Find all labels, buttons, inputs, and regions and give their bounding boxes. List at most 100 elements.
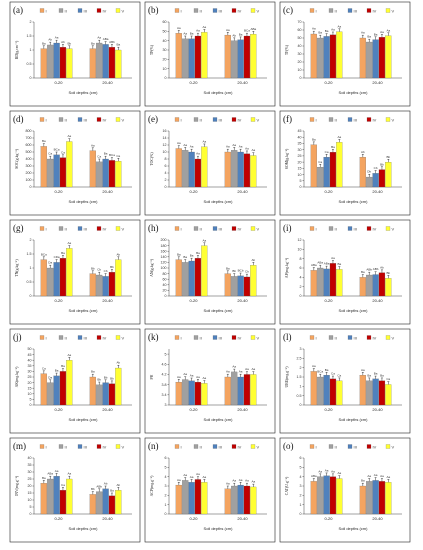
- x-axis-title: Soil depths (cm): [69, 417, 99, 422]
- x-axis-title: Soil depths (cm): [339, 199, 369, 204]
- significance-letter: Aa: [190, 374, 194, 378]
- legend-swatch: [58, 117, 64, 122]
- significance-letter: Aa: [202, 238, 206, 242]
- legend-label: III: [84, 118, 87, 123]
- chart-panel: (g) I II III IV V00.511.52TN(g.kg⁻¹)BCaDaCDaB…: [9, 219, 141, 325]
- significance-letter: BCa: [109, 153, 115, 157]
- legend-label: III: [354, 118, 357, 123]
- y-tick-label: 3.8: [162, 383, 167, 387]
- legend-swatch: [212, 8, 218, 13]
- significance-letter: BCa: [41, 252, 47, 256]
- legend-swatch: [115, 335, 121, 340]
- significance-letter: Ba: [42, 139, 46, 143]
- bar: [201, 245, 208, 297]
- bar: [59, 490, 67, 515]
- significance-letter: Ca: [42, 366, 46, 370]
- legend-swatch: [231, 226, 237, 231]
- significance-letter: Aa: [251, 480, 255, 484]
- legend-label: IV: [373, 118, 377, 123]
- significance-letter: Aa: [177, 375, 181, 379]
- bar: [317, 376, 324, 406]
- y-tick-label: 0: [300, 403, 302, 407]
- x-group-label: 0-20: [54, 407, 63, 412]
- legend-swatch: [39, 444, 45, 449]
- significance-letter: Aa: [318, 469, 322, 473]
- y-tick-label: 30: [298, 52, 302, 56]
- y-tick-label: 12: [163, 143, 167, 147]
- bar: [231, 485, 238, 515]
- y-axis-title: ACP(mg.g⁻¹): [150, 475, 154, 496]
- significance-letter: ABb: [96, 484, 102, 488]
- legend-label: I: [181, 336, 182, 341]
- legend-swatch: [328, 117, 334, 122]
- significance-letter: Ba: [61, 251, 65, 255]
- bar: [372, 173, 379, 188]
- legend-label: I: [181, 118, 182, 123]
- significance-letter: Aa: [202, 475, 206, 479]
- chart-panel: (d) I II III IV V0100200300400500600700800SOC…: [9, 110, 141, 216]
- significance-letter: Ca: [116, 154, 120, 158]
- bar: [175, 484, 182, 515]
- y-tick-label: 100: [26, 178, 32, 182]
- legend-swatch: [328, 8, 334, 13]
- y-tick-label: 15: [28, 386, 32, 390]
- significance-letter: Ba: [190, 32, 194, 36]
- bar: [53, 42, 60, 79]
- bar: [378, 380, 386, 406]
- y-tick-label: 50: [298, 36, 302, 40]
- significance-letter: Ab: [104, 482, 108, 486]
- significance-letter: Aa: [239, 478, 243, 482]
- significance-letter: Aa: [226, 482, 230, 486]
- panel-tag: (n): [148, 441, 159, 451]
- x-group-label: 20-40: [372, 298, 383, 303]
- y-tick-label: 0: [300, 512, 302, 516]
- legend-label: IV: [373, 9, 377, 14]
- significance-letter: ABb: [373, 267, 379, 271]
- significance-letter: Da: [48, 261, 52, 265]
- legend-swatch: [58, 335, 64, 340]
- y-tick-label: 2: [165, 494, 167, 498]
- legend-label: II: [200, 336, 202, 341]
- significance-letter: Aa: [312, 364, 316, 368]
- y-tick-label: 5: [30, 505, 32, 509]
- legend-label: IV: [238, 118, 242, 123]
- y-tick-label: 8: [300, 257, 302, 261]
- x-group-label: 0-20: [54, 516, 63, 521]
- legend-label: V: [392, 336, 395, 341]
- y-axis-title: AK(mg.kg⁻¹): [15, 366, 19, 387]
- panel-tag: (m): [13, 441, 26, 451]
- panel-frame: [279, 328, 411, 434]
- bar: [59, 47, 67, 79]
- significance-letter: Ba: [367, 35, 371, 39]
- y-tick-label: 40: [163, 283, 167, 287]
- y-tick-label: 8: [165, 157, 167, 161]
- legend-swatch: [212, 335, 218, 340]
- legend-label: V: [392, 445, 395, 450]
- bar: [250, 486, 257, 515]
- x-group-label: 20-40: [237, 407, 248, 412]
- significance-letter: Aa: [380, 30, 384, 34]
- legend-label: V: [122, 9, 125, 14]
- x-axis-title: Soil depths (cm): [69, 526, 99, 531]
- legend-label: II: [335, 9, 337, 14]
- legend-swatch: [77, 335, 83, 340]
- legend-label: III: [219, 9, 222, 14]
- x-group-label: 0-20: [324, 80, 333, 85]
- significance-letter: Ba: [91, 41, 95, 45]
- legend-swatch: [328, 444, 334, 449]
- y-tick-label: 3: [300, 347, 302, 351]
- legend-swatch: [231, 335, 237, 340]
- bar: [175, 148, 182, 188]
- significance-letter: Ab: [116, 361, 120, 365]
- legend-swatch: [174, 226, 180, 231]
- bar: [317, 267, 324, 297]
- legend-label: V: [392, 118, 395, 123]
- bar: [323, 475, 330, 515]
- y-tick-label: 60: [163, 20, 167, 24]
- y-tick-label: 800: [26, 129, 32, 133]
- legend-label: IV: [238, 445, 242, 450]
- significance-letter: Aa: [183, 143, 187, 147]
- x-group-label: 0-20: [189, 407, 198, 412]
